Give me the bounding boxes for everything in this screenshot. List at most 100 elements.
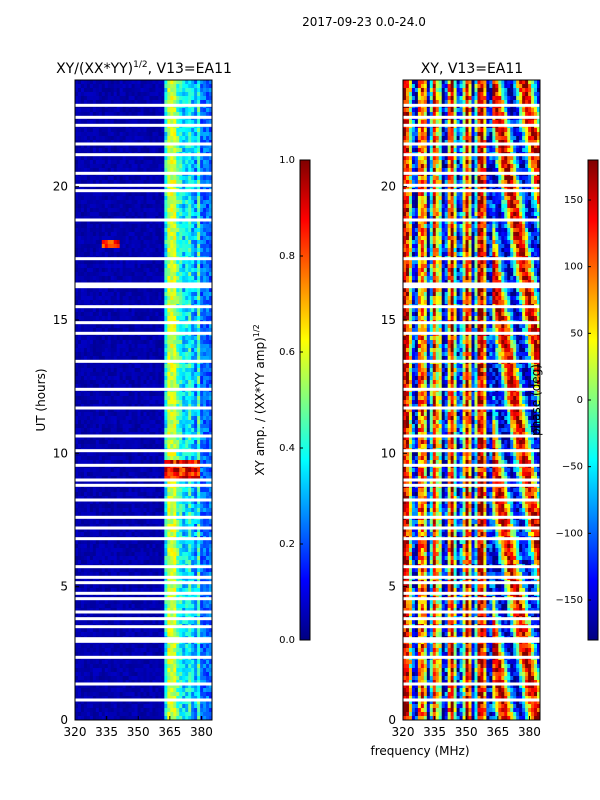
heatmap-cell (203, 300, 207, 305)
heatmap-cell (164, 264, 168, 269)
heatmap-cell (146, 128, 150, 133)
heatmap-cell (158, 192, 162, 197)
heatmap-cell (182, 300, 186, 305)
heatmap-cell (194, 204, 198, 209)
heatmap-cell (188, 420, 192, 425)
heatmap-cell (113, 412, 118, 417)
heatmap-cell (194, 276, 198, 281)
heatmap-cell (146, 88, 150, 93)
heatmap-cell (134, 208, 138, 213)
heatmap-cell (101, 216, 106, 221)
heatmap-cell (113, 480, 118, 485)
heatmap-cell (164, 380, 168, 385)
heatmap-cell (146, 440, 150, 445)
heatmap-cell (116, 400, 121, 405)
heatmap-cell (164, 84, 168, 89)
heatmap-cell (200, 264, 204, 269)
heatmap-cell (86, 180, 91, 185)
heatmap-cell (98, 356, 103, 361)
heatmap-cell (119, 128, 124, 133)
heatmap-cell (77, 420, 82, 425)
heatmap-cell (209, 452, 212, 457)
heatmap-cell (134, 392, 138, 397)
heatmap-cell (209, 508, 212, 513)
heatmap-cell (77, 208, 82, 213)
heatmap-cell (149, 296, 153, 301)
heatmap-cell (113, 240, 118, 245)
heatmap-cell (179, 392, 183, 397)
heatmap-cell (173, 488, 177, 493)
heatmap-cell (197, 356, 201, 361)
heatmap-cell (134, 496, 138, 501)
heatmap-cell (194, 496, 198, 501)
heatmap-cell (122, 96, 127, 101)
heatmap-cell (164, 164, 168, 169)
heatmap-cell (83, 272, 88, 277)
heatmap-cell (197, 424, 201, 429)
heatmap-cell (119, 236, 124, 241)
heatmap-cell (185, 128, 189, 133)
heatmap-cell (140, 396, 144, 401)
heatmap-cell (140, 380, 144, 385)
heatmap-cell (75, 476, 79, 481)
heatmap-cell (75, 292, 79, 297)
heatmap-cell (83, 368, 88, 373)
heatmap-cell (98, 408, 103, 413)
heatmap-cell (122, 268, 127, 273)
heatmap-cell (203, 156, 207, 161)
heatmap-cell (209, 268, 212, 273)
heatmap-cell (191, 216, 195, 221)
heatmap-cell (92, 416, 97, 421)
heatmap-cell (191, 428, 195, 433)
heatmap-cell (98, 156, 103, 161)
heatmap-cell (75, 100, 79, 105)
heatmap-cell (167, 312, 171, 317)
heatmap-cell (140, 260, 144, 265)
heatmap-cell (101, 468, 106, 473)
heatmap-cell (101, 280, 106, 285)
heatmap-cell (209, 208, 212, 213)
heatmap-cell (191, 268, 195, 273)
heatmap-cell (98, 280, 103, 285)
heatmap-cell (200, 296, 204, 301)
heatmap-cell (173, 180, 177, 185)
heatmap-cell (77, 96, 82, 101)
heatmap-cell (167, 408, 171, 413)
heatmap-cell (101, 364, 106, 369)
heatmap-cell (161, 128, 165, 133)
heatmap-cell (170, 100, 174, 105)
heatmap-cell (89, 100, 94, 105)
heatmap-cell (137, 316, 141, 321)
heatmap-cell (152, 260, 156, 265)
heatmap-cell (131, 476, 135, 481)
heatmap-cell (143, 88, 147, 93)
figure-suptitle: 2017-09-23 0.0-24.0 (302, 15, 426, 29)
heatmap-cell (179, 220, 183, 225)
heatmap-cell (206, 240, 210, 245)
heatmap-cell (179, 384, 183, 389)
heatmap-cell (173, 80, 177, 85)
heatmap-cell (155, 272, 159, 277)
heatmap-cell (194, 88, 198, 93)
heatmap-cell (104, 156, 109, 161)
heatmap-cell (176, 180, 180, 185)
heatmap-cell (113, 268, 118, 273)
heatmap-cell (200, 472, 204, 477)
heatmap-cell (89, 192, 94, 197)
heatmap-cell (161, 280, 165, 285)
heatmap-cell (137, 492, 141, 497)
heatmap-cell (89, 168, 94, 173)
heatmap-cell (80, 260, 85, 265)
heatmap-cell (140, 108, 144, 113)
heatmap-cell (185, 240, 189, 245)
heatmap-cell (101, 268, 106, 273)
heatmap-cell (77, 348, 82, 353)
heatmap-cell (161, 208, 165, 213)
heatmap-cell (188, 460, 192, 465)
heatmap-cell (80, 196, 85, 201)
heatmap-cell (203, 160, 207, 165)
heatmap-cell (137, 84, 141, 89)
heatmap-cell (101, 112, 106, 117)
heatmap-cell (152, 504, 156, 509)
heatmap-cell (161, 232, 165, 237)
